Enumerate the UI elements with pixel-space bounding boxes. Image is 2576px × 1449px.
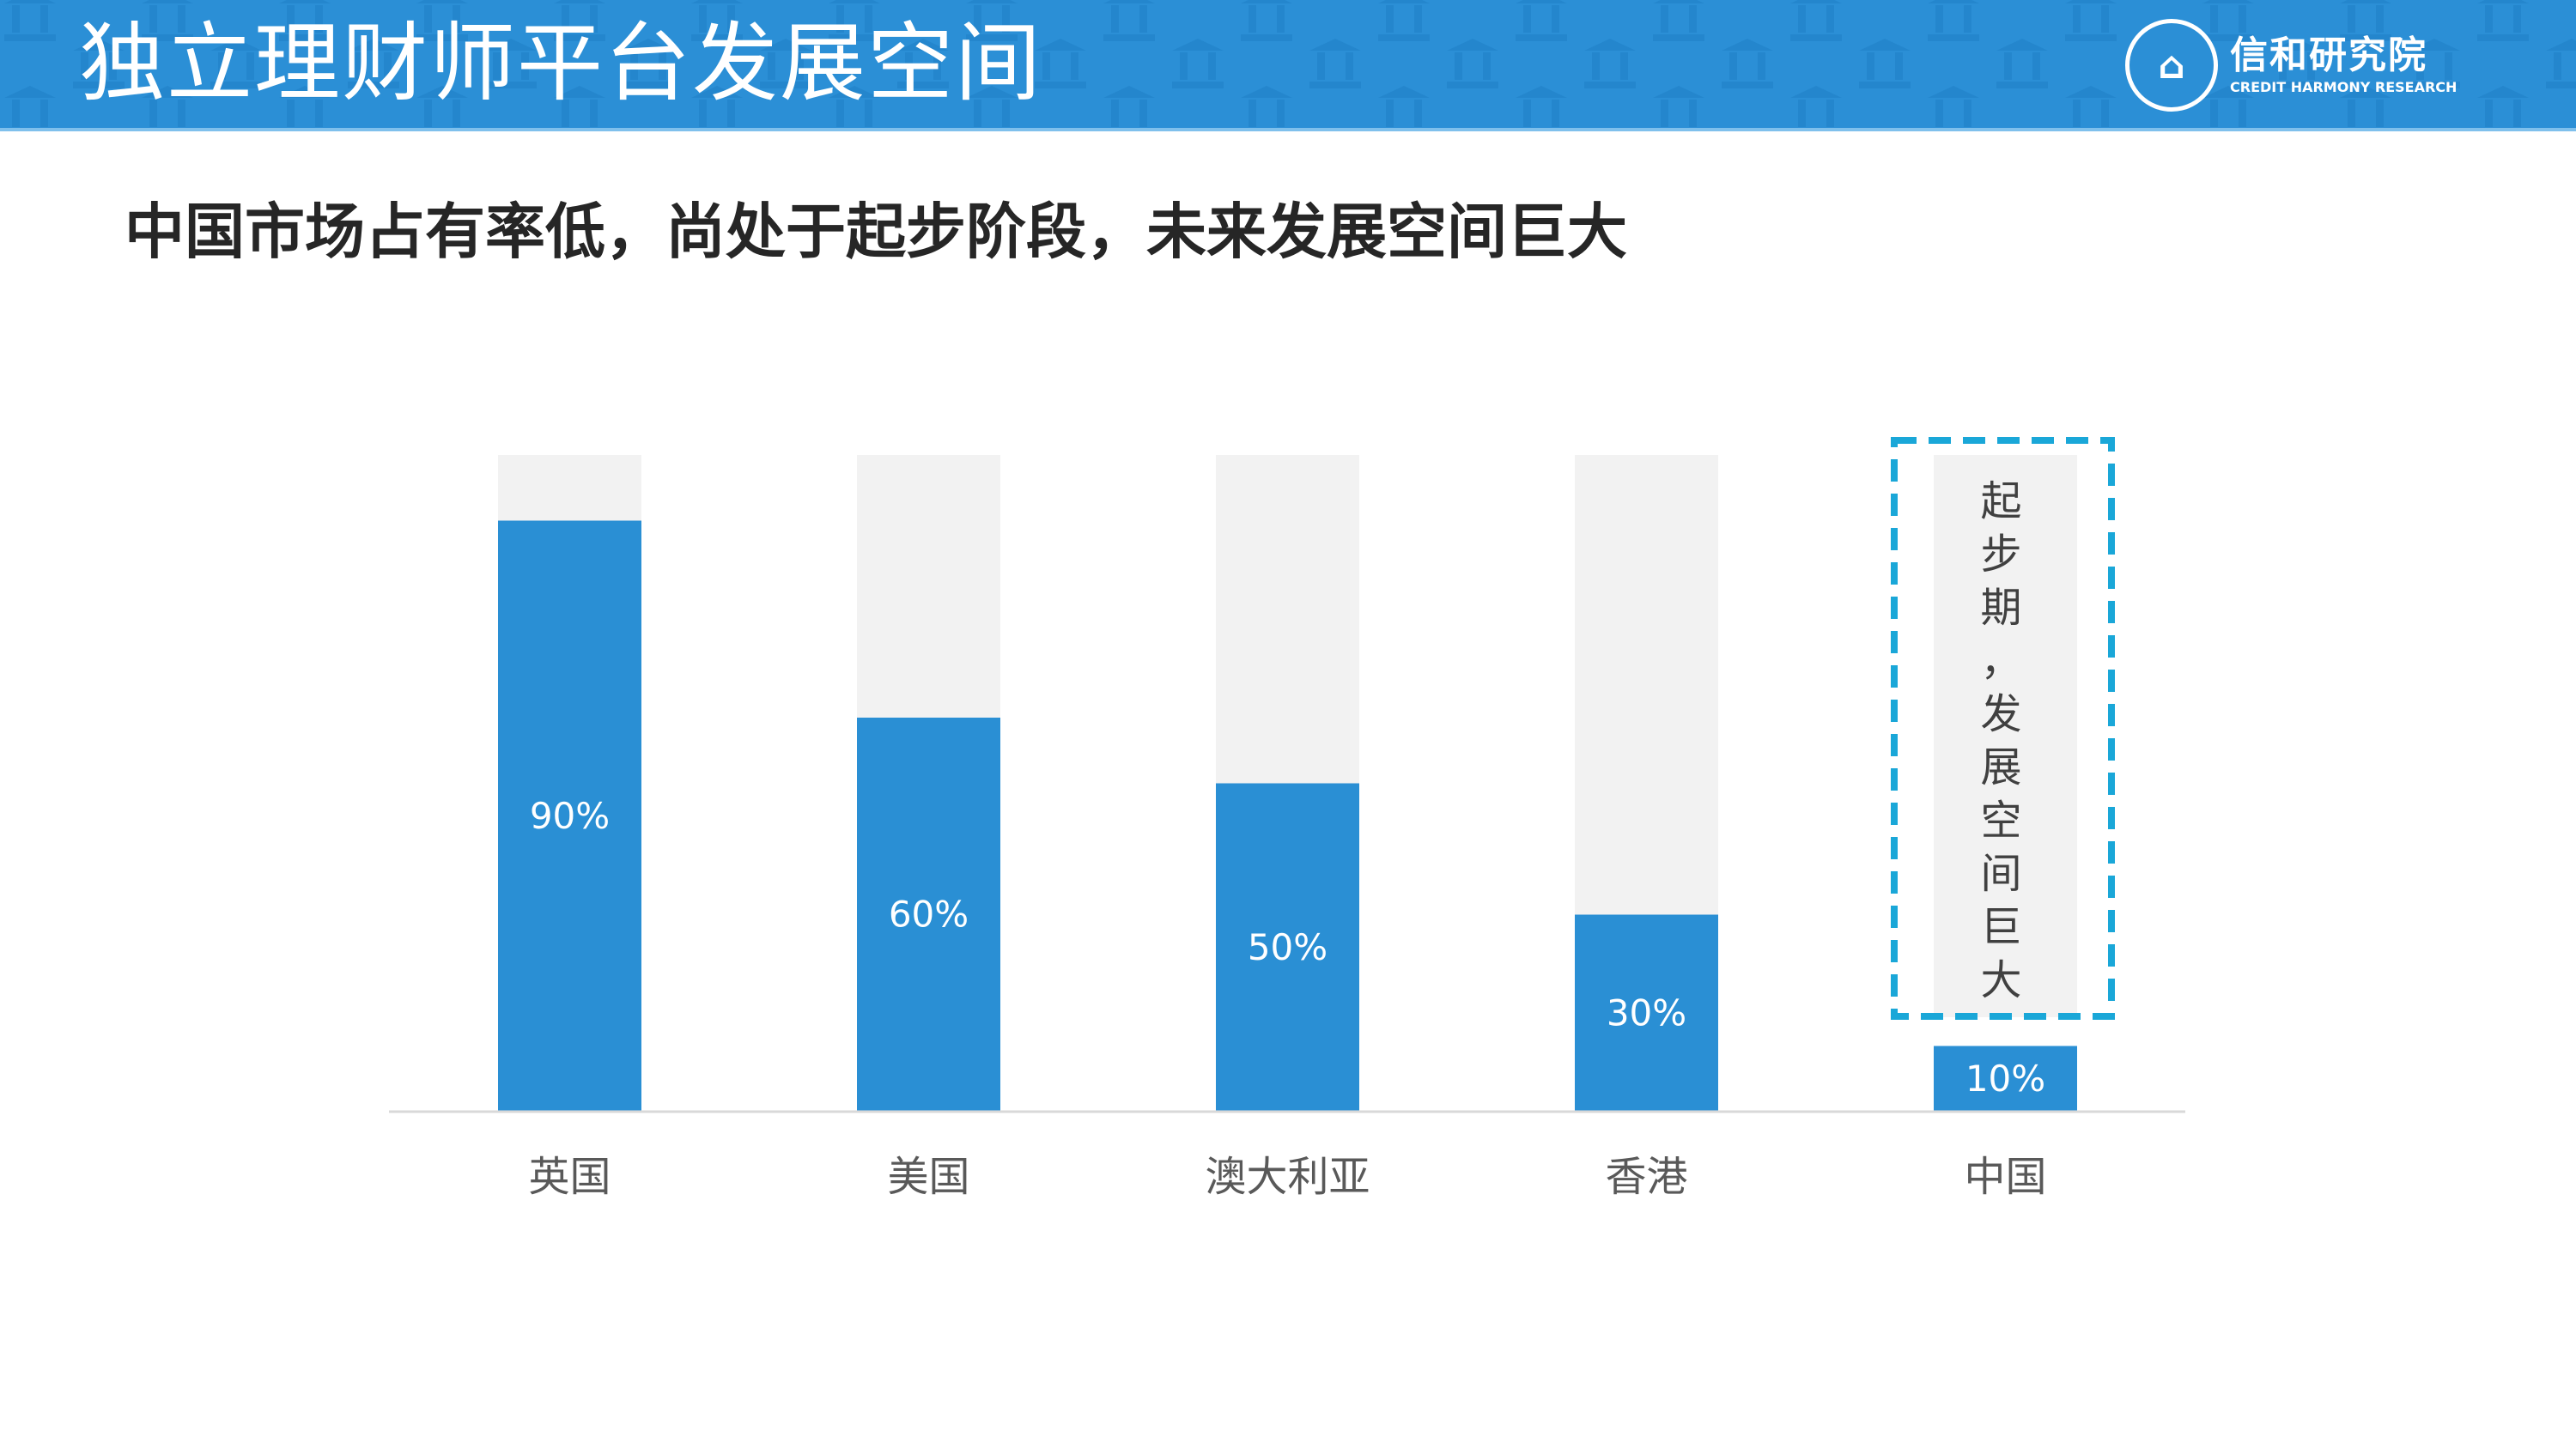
pattern-building-icon [824, 0, 884, 43]
pattern-building-icon [2267, 39, 2327, 90]
category-label: 美国 [887, 1153, 969, 1201]
pattern-building-icon [1305, 39, 1365, 90]
pattern-building-icon [2336, 86, 2396, 128]
annotation-char: 间 [1980, 850, 2021, 898]
annotation-char: ， [1980, 637, 2021, 685]
annotation-char: 起 [1980, 477, 2021, 525]
logo-seal-icon: ⌂ [2125, 19, 2218, 112]
pattern-building-icon [1099, 86, 1159, 128]
data-label: 10% [1965, 1058, 2045, 1100]
pattern-building-icon [206, 39, 266, 90]
annotation-char: 巨 [1980, 903, 2021, 951]
header-pattern [0, 0, 2576, 128]
category-label: 英国 [528, 1153, 611, 1201]
logo-name-en: CREDIT HARMONY RESEARCH [2230, 79, 2458, 95]
bar-track [1934, 455, 2077, 1017]
pattern-building-icon [0, 0, 60, 43]
pattern-building-icon [1030, 39, 1091, 90]
pattern-building-icon [824, 86, 884, 128]
pattern-building-icon [2542, 39, 2576, 90]
bar [1934, 1046, 2077, 1112]
data-label: 90% [530, 795, 610, 837]
data-label: 30% [1607, 991, 1686, 1034]
pattern-building-icon [2473, 86, 2533, 128]
pattern-building-icon [1511, 86, 1571, 128]
pattern-building-icon [1236, 0, 1297, 43]
pattern-building-icon [1786, 0, 1846, 43]
pattern-building-icon [0, 86, 60, 128]
pattern-building-icon [550, 0, 610, 43]
bar [1216, 783, 1359, 1112]
pattern-building-icon [481, 39, 541, 90]
pattern-building-icon [1923, 0, 1984, 43]
slide-subtitle: 中国市场占有率低，尚处于起步阶段，未来发展空间巨大 [125, 197, 1627, 267]
annotation-char: 发 [1980, 690, 2021, 738]
bar [498, 520, 641, 1112]
pattern-building-icon [962, 86, 1022, 128]
pattern-building-icon [1374, 0, 1434, 43]
pattern-building-icon [1511, 0, 1571, 43]
pattern-building-icon [1855, 39, 1915, 90]
data-label: 50% [1248, 926, 1327, 968]
pattern-building-icon [2404, 39, 2464, 90]
pattern-building-icon [343, 39, 404, 90]
pattern-building-icon [2061, 0, 2121, 43]
pattern-building-icon [2198, 86, 2258, 128]
pattern-building-icon [137, 86, 197, 128]
pattern-building-icon [618, 39, 678, 90]
pattern-building-icon [893, 39, 953, 90]
pattern-building-icon [1236, 86, 1297, 128]
pattern-building-icon [756, 39, 816, 90]
pattern-building-icon [1649, 0, 1709, 43]
data-label: 60% [889, 894, 969, 936]
logo-name-cn: 信和研究院 [2230, 33, 2427, 77]
pattern-building-icon [2061, 86, 2121, 128]
annotation-char: 期 [1980, 584, 2021, 632]
pattern-building-icon [1786, 86, 1846, 128]
pattern-building-icon [1374, 86, 1434, 128]
pattern-building-icon [1580, 39, 1640, 90]
category-label: 中国 [1964, 1153, 2046, 1201]
pattern-building-icon [412, 0, 472, 43]
pattern-building-icon [2336, 0, 2396, 43]
pattern-building-icon [69, 39, 129, 90]
bar [857, 718, 1000, 1112]
pattern-building-icon [412, 86, 472, 128]
pattern-building-icon [2198, 0, 2258, 43]
pattern-building-icon [687, 0, 747, 43]
pattern-building-icon [275, 86, 335, 128]
pattern-building-icon [1992, 39, 2052, 90]
highlight-box [1891, 437, 2115, 1020]
pattern-building-icon [275, 0, 335, 43]
bar [1575, 914, 1718, 1112]
annotation-char: 展 [1980, 743, 2021, 791]
annotation-char: 空 [1980, 797, 2021, 845]
pattern-building-icon [1168, 39, 1228, 90]
header-banner: 独立理财师平台发展空间 ⌂ 信和研究院 CREDIT HARMONY RESEA… [0, 0, 2576, 131]
pattern-building-icon [1099, 0, 1159, 43]
pattern-building-icon [962, 0, 1022, 43]
pattern-building-icon [1923, 86, 1984, 128]
pattern-building-icon [1717, 39, 1777, 90]
pattern-building-icon [2473, 0, 2533, 43]
pattern-building-icon [687, 86, 747, 128]
pattern-building-icon [550, 86, 610, 128]
annotation-char: 步 [1980, 530, 2021, 579]
category-label: 香港 [1605, 1153, 1687, 1201]
pattern-building-icon [1649, 86, 1709, 128]
logo: ⌂ 信和研究院 CREDIT HARMONY RESEARCH [2125, 17, 2457, 113]
pattern-building-icon [137, 0, 197, 43]
pattern-building-icon [1443, 39, 1503, 90]
page-title: 独立理财师平台发展空间 [79, 13, 1042, 113]
annotation-char: 大 [1980, 956, 2021, 1004]
category-label: 澳大利亚 [1205, 1153, 1370, 1201]
